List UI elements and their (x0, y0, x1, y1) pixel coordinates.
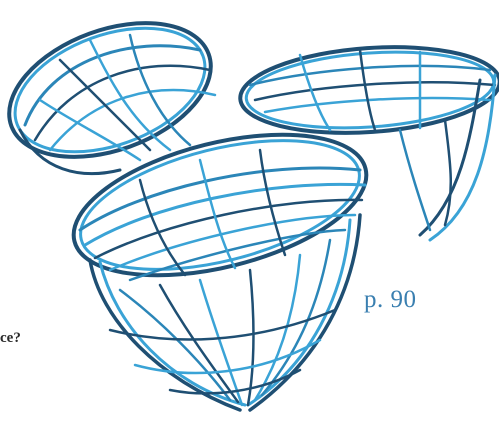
cropped-question-text: ce? (0, 330, 21, 346)
front-bowl (71, 132, 369, 412)
page-reference: p. 90 (364, 286, 417, 313)
right-bowl (238, 45, 499, 242)
left-bowl (7, 21, 217, 176)
